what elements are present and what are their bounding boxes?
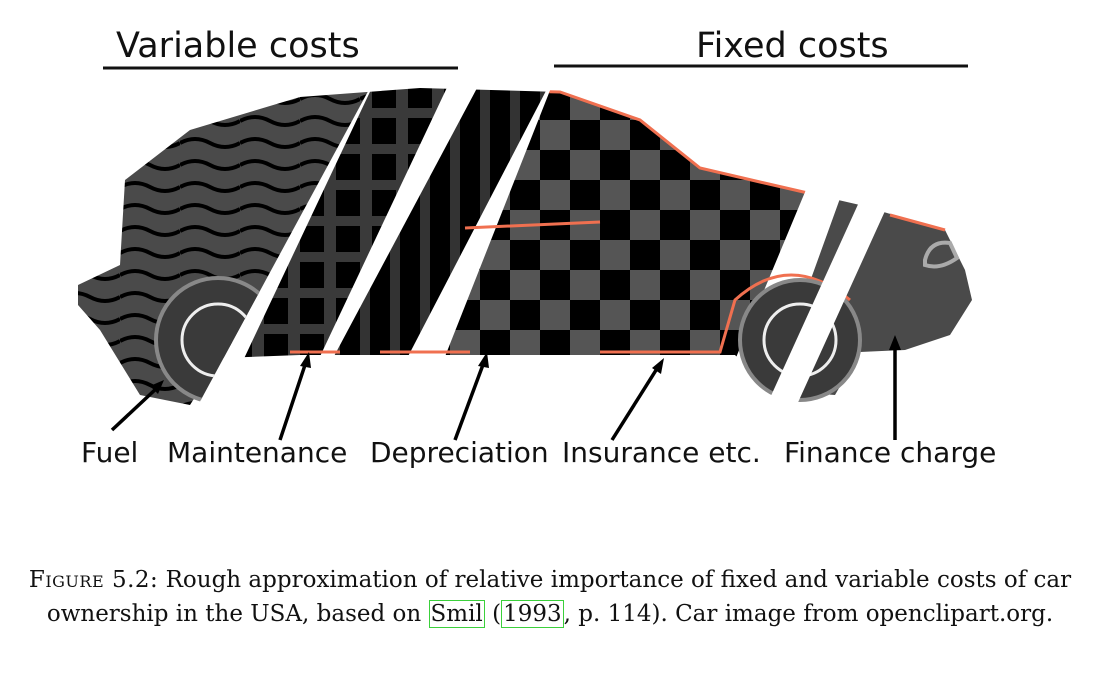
fixed-costs-title: Fixed costs bbox=[696, 26, 889, 66]
label-maintenance: Maintenance bbox=[167, 436, 348, 469]
figure-caption: Figure 5.2: Rough approximation of relat… bbox=[28, 567, 1072, 628]
citation-year-link[interactable]: 1993 bbox=[501, 600, 564, 628]
label-depreciation: Depreciation bbox=[370, 436, 549, 469]
caption-prefix: Figure 5.2: bbox=[28, 567, 159, 593]
variable-costs-title: Variable costs bbox=[116, 26, 360, 66]
label-fuel: Fuel bbox=[81, 436, 139, 469]
pointer-arrows bbox=[110, 335, 901, 441]
label-insurance: Insurance etc. bbox=[562, 436, 761, 469]
car-cost-figure: Variable costs Fixed costs Fuel Maintena… bbox=[78, 26, 997, 469]
label-finance-charge: Finance charge bbox=[784, 436, 997, 469]
car-illustration bbox=[78, 64, 972, 441]
citation-author-link[interactable]: Smil bbox=[428, 600, 485, 628]
caption-text-b: , p. 114). Car image from openclipart.or… bbox=[563, 601, 1054, 627]
caption-text-a: Rough approximation of relative importan… bbox=[46, 567, 1072, 627]
